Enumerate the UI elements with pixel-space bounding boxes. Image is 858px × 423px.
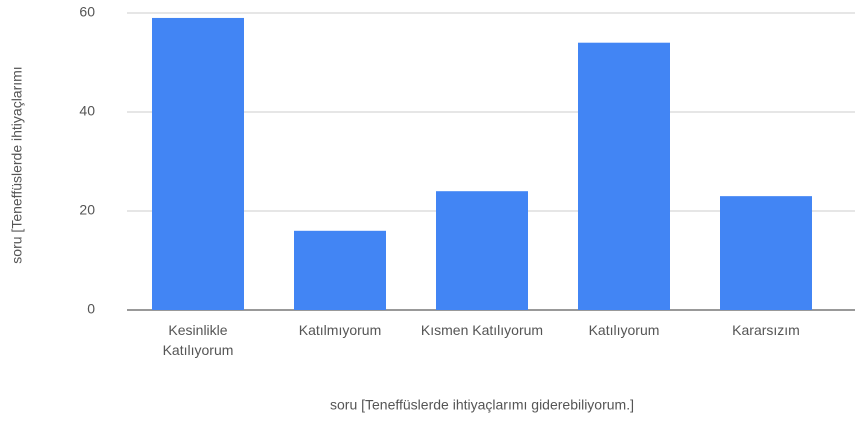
x-tick-label: Kesinlikle Katılıyorum (162, 322, 234, 358)
y-tick-label: 0 (87, 301, 95, 317)
y-tick-label: 40 (79, 103, 95, 119)
y-axis-title: soru [Teneffüslerde ihtiyaçlarımı (9, 66, 25, 263)
bar (720, 196, 812, 310)
bar (578, 42, 670, 310)
bar (436, 191, 528, 310)
x-tick-label: Kararsızım (732, 322, 800, 338)
x-tick-label: Katılmıyorum (298, 322, 382, 338)
x-tick-label: Katılıyorum (588, 322, 660, 338)
bar (294, 230, 386, 310)
y-tick-label: 60 (79, 4, 95, 20)
x-axis-title: soru [Teneffüslerde ihtiyaçlarımı gidere… (330, 397, 634, 413)
y-tick-label: 20 (79, 202, 95, 218)
x-tick-label: Kısmen Katılıyorum (420, 322, 544, 338)
bar (152, 17, 244, 310)
